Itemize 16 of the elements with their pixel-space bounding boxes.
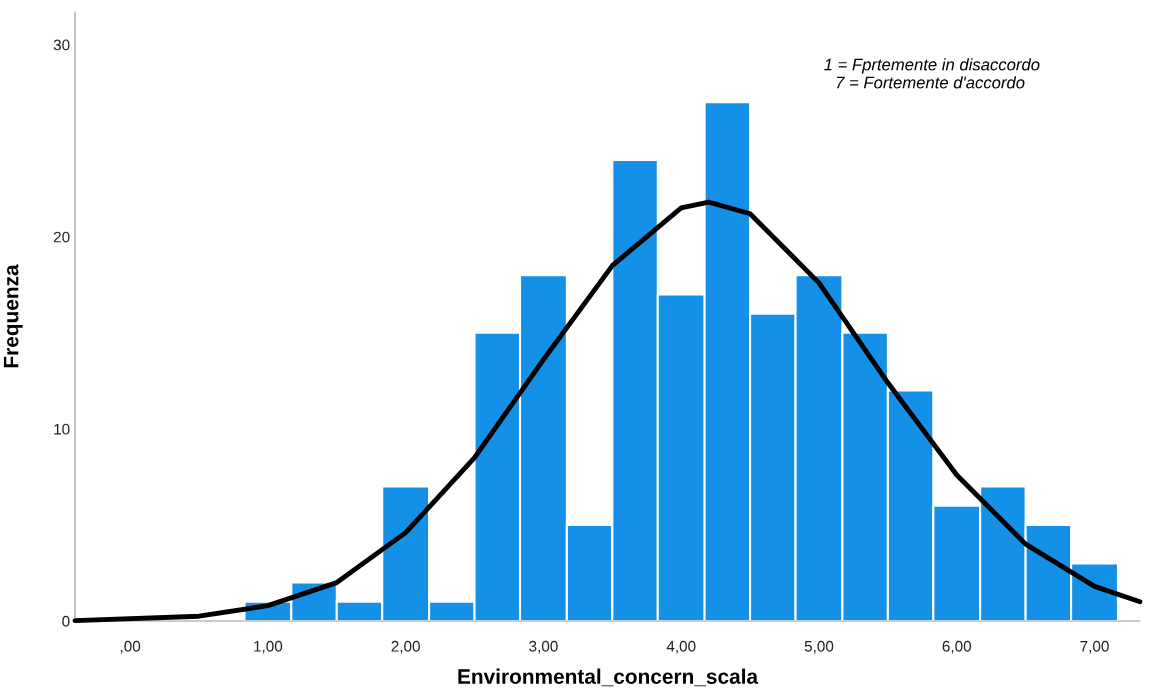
annotation: 7 = Fortemente d'accordo	[836, 76, 1025, 89]
y-tick-label: 30	[53, 39, 70, 51]
x-tick-label: 3,00	[529, 640, 558, 654]
x-tick-label: 7,00	[1080, 640, 1109, 654]
x-axis-title: Environmental_concern_scala	[458, 668, 759, 687]
x-tick-label: 5,00	[804, 640, 834, 654]
y-tick-label: 0	[62, 615, 70, 627]
x-tick-label: ,00	[120, 640, 141, 654]
y-tick-label: 20	[53, 231, 70, 243]
y-tick-label: 10	[54, 423, 70, 435]
annotation: 1 = Fprtemente in disaccordo	[824, 58, 1040, 74]
y-axis-title: Frequenza	[3, 264, 23, 368]
x-tick-label: 1,00	[254, 640, 283, 654]
x-tick-label: 4,00	[666, 640, 696, 654]
x-tick-label: 6,00	[942, 640, 972, 654]
x-tick-label: 2,00	[391, 640, 420, 654]
